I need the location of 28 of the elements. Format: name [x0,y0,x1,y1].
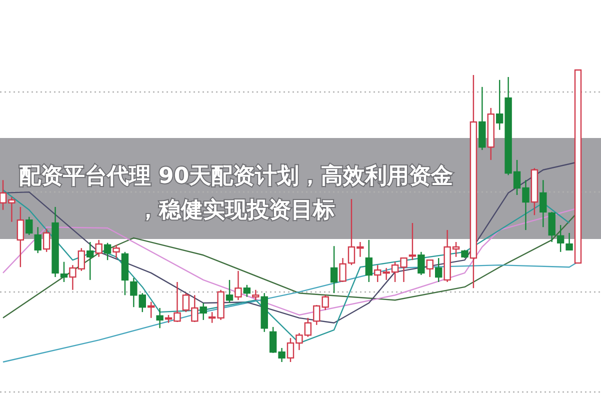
candlestick [42,228,50,253]
candlestick [252,289,260,301]
candlestick [435,257,442,283]
candlestick [418,251,425,276]
candlestick [34,226,42,254]
candlestick [104,242,112,261]
candlestick [408,222,416,261]
candlestick [60,261,68,283]
candlestick [16,206,24,268]
candlestick [339,257,346,283]
candlestick [95,239,102,258]
candlestick [426,259,434,278]
candlestick [26,216,33,236]
candlestick [243,284,251,298]
candlestick [86,241,94,281]
candlestick [148,301,155,319]
candlestick [540,179,547,228]
candlestick [330,245,338,294]
candlestick [365,239,373,283]
candlestick [548,211,556,243]
candlestick [226,279,234,304]
candlestick [556,224,564,253]
title: 配资平台代理 90天配资计划，高效利用资金，稳健实现投资目标 [18,164,454,223]
candlestick [234,270,242,301]
candlestick [156,307,164,329]
candlestick [566,232,573,250]
candlestick [200,302,207,321]
candlestick [112,244,120,259]
